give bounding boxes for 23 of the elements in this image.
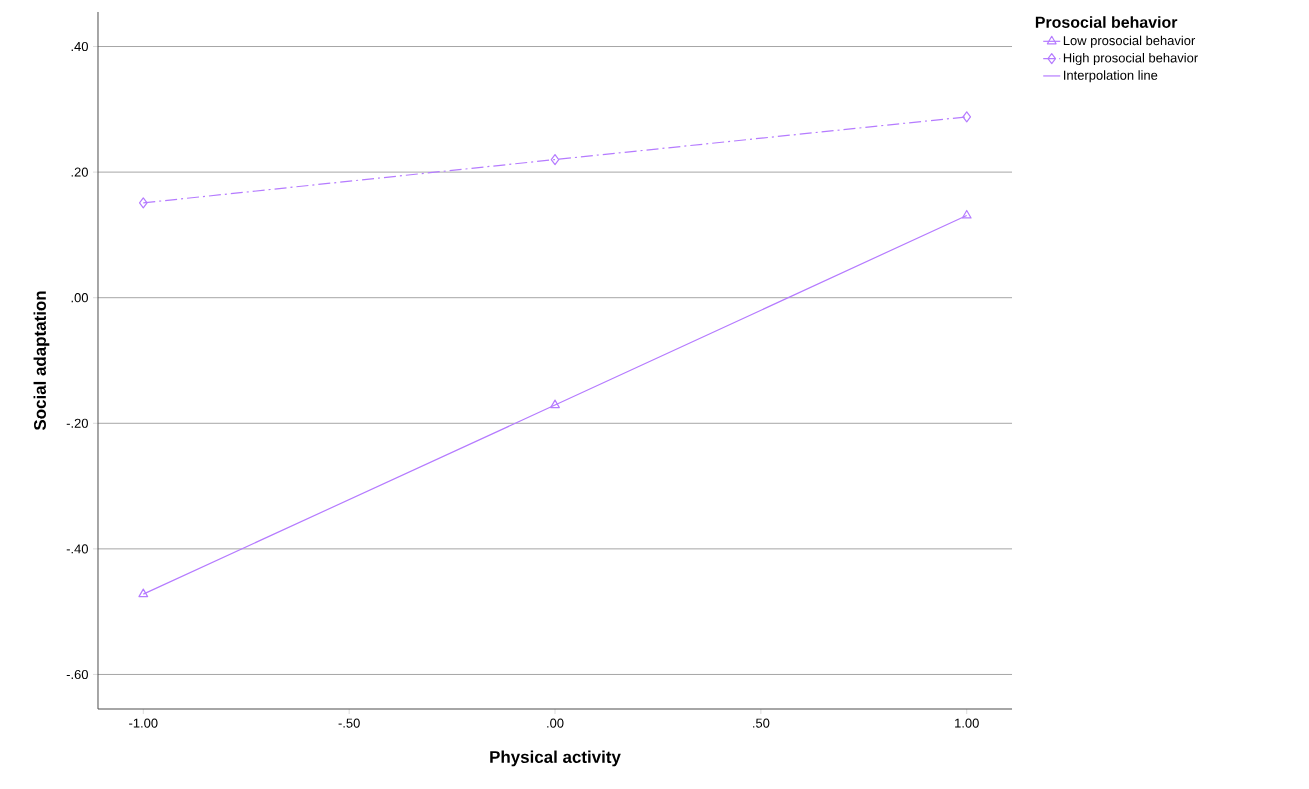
x-axis-title: Physical activity (490, 750, 621, 767)
x-tick-label: .50 (753, 718, 770, 728)
y-tick-label: -.20 (66, 418, 88, 428)
legend-label: Low prosocial behavior (1063, 35, 1196, 48)
y-tick-label: -.60 (66, 669, 88, 680)
legend-label: High prosocial behavior (1063, 52, 1198, 66)
y-tick-label: .00 (71, 293, 88, 303)
legend-title: Prosocial behavior (1035, 16, 1178, 28)
y-tick-label: .20 (71, 167, 88, 177)
x-tick-label: 1.00 (955, 718, 979, 728)
x-tick-label: .00 (547, 718, 564, 728)
y-axis-title: Social adaptation (33, 291, 50, 431)
point (550, 153, 560, 166)
y-tick-label: -.40 (66, 544, 88, 554)
point (550, 399, 560, 409)
x-tick-label: -.50 (338, 718, 360, 728)
y-tick-label: .40 (71, 41, 88, 52)
point (962, 111, 972, 123)
point (138, 588, 149, 598)
text: Interpolation line (1064, 70, 1158, 83)
point (138, 197, 148, 209)
point (961, 209, 972, 219)
x-tick-label: -1.00 (129, 718, 158, 728)
